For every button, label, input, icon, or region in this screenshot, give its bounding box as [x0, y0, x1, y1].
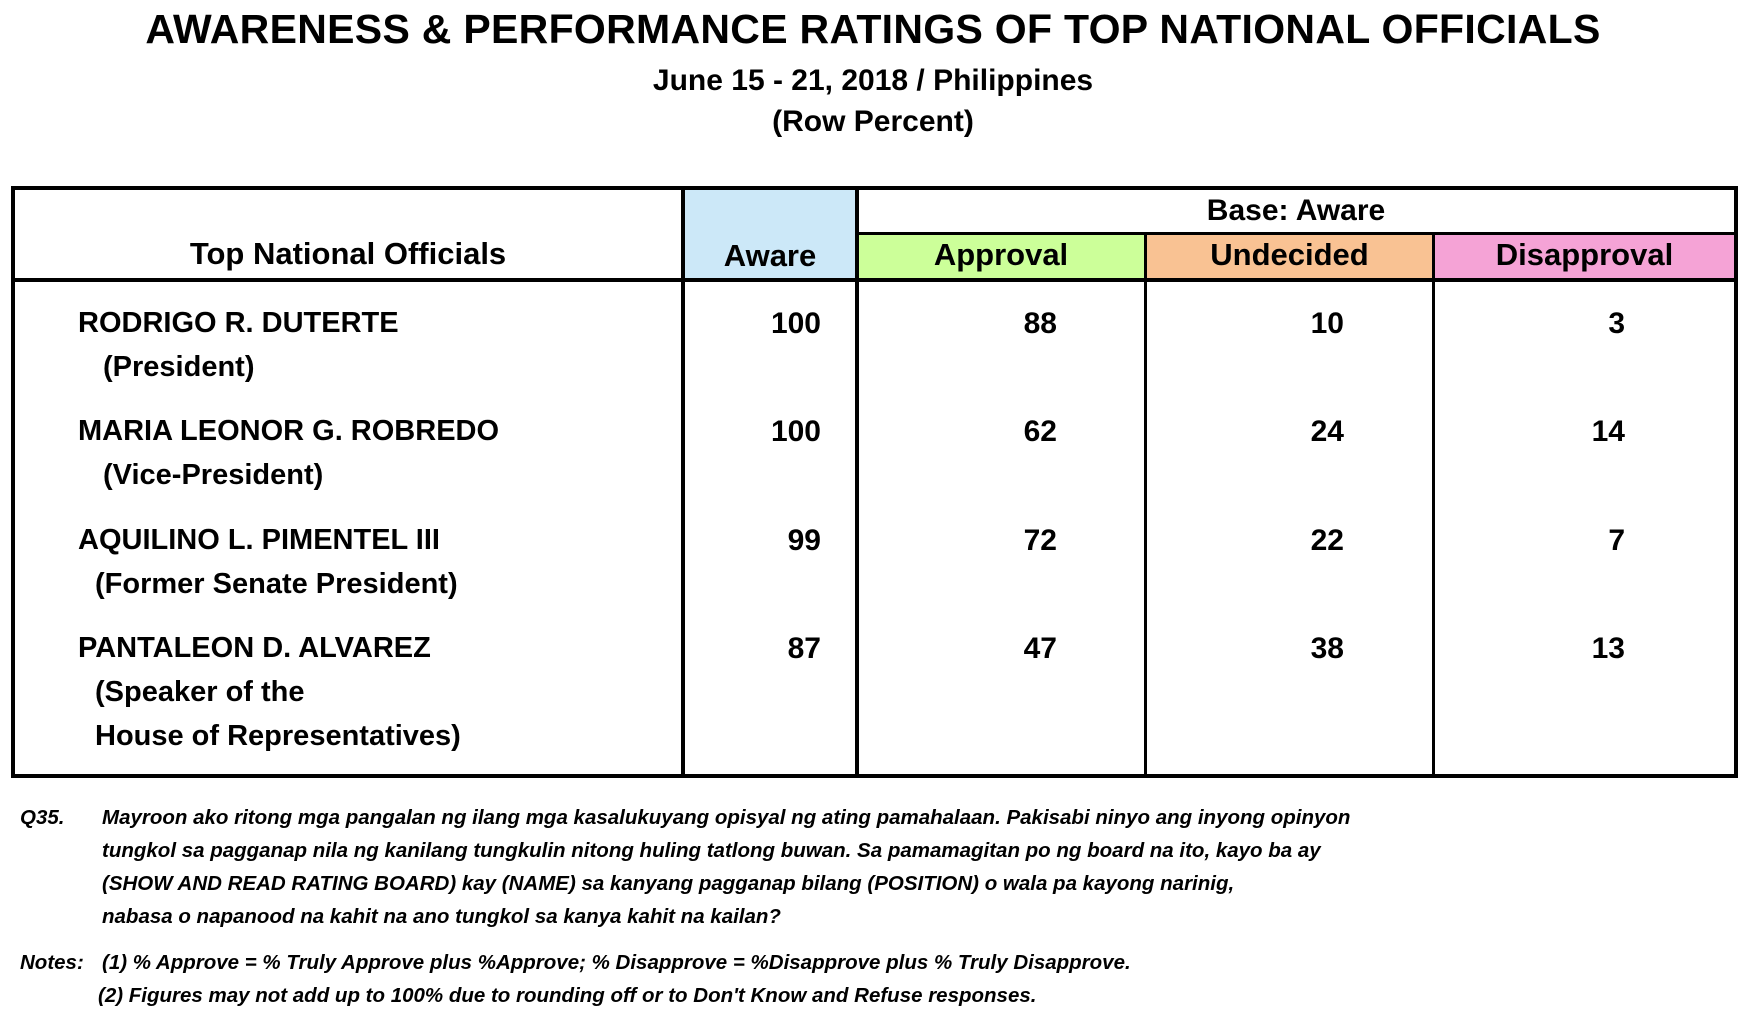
- disapproval-header-bg: [1435, 235, 1734, 278]
- official-name: RODRIGO R. DUTERTE: [78, 307, 399, 339]
- divider: [858, 232, 1734, 235]
- approval-value: 88: [1023, 307, 1057, 340]
- disapproval-value: 3: [1608, 307, 1625, 340]
- undecided-header-bg: [1147, 235, 1432, 278]
- disapproval-value: 13: [1591, 632, 1625, 665]
- disapproval-value: 14: [1591, 415, 1625, 448]
- unit-label: (Row Percent): [772, 105, 974, 138]
- undecided-column-header: Undecided: [1210, 237, 1369, 272]
- approval-value: 62: [1023, 415, 1057, 448]
- approval-value: 72: [1023, 524, 1057, 557]
- official-name: AQUILINO L. PIMENTEL III: [78, 524, 440, 556]
- question-text-line: (SHOW AND READ RATING BOARD) kay (NAME) …: [102, 872, 1235, 895]
- question-text-line: Mayroon ako ritong mga pangalan ng ilang…: [102, 806, 1351, 829]
- divider: [855, 190, 859, 774]
- survey-date: June 15 - 21, 2018 / Philippines: [652, 64, 1094, 97]
- undecided-value: 10: [1310, 307, 1344, 340]
- official-name: PANTALEON D. ALVAREZ: [78, 632, 431, 664]
- note-line: (2) Figures may not add up to 100% due t…: [98, 984, 1037, 1007]
- aware-value: 100: [770, 307, 821, 340]
- approval-column-header: Approval: [933, 237, 1069, 272]
- question-text-line: tungkol sa pagganap nila ng kanilang tun…: [102, 839, 1321, 862]
- note-line: (1) % Approve = % Truly Approve plus %Ap…: [102, 951, 1131, 974]
- disapproval-column-header: Disapproval: [1495, 237, 1674, 272]
- approval-header-bg: [858, 235, 1144, 278]
- approval-value: 47: [1023, 632, 1057, 665]
- aware-value: 100: [770, 415, 821, 448]
- question-label: Q35.: [20, 806, 65, 829]
- notes-label: Notes:: [20, 951, 84, 974]
- disapproval-value: 7: [1608, 524, 1625, 557]
- divider: [1432, 233, 1435, 774]
- official-name: MARIA LEONOR G. ROBREDO: [78, 415, 500, 447]
- aware-header-bg: [685, 190, 855, 278]
- official-position: House of Representatives): [95, 720, 461, 752]
- divider: [1144, 233, 1147, 774]
- officials-column-header: Top National Officials: [189, 236, 507, 271]
- aware-value: 99: [787, 524, 821, 557]
- official-position: (Vice-President): [103, 459, 324, 491]
- official-position: (Speaker of the: [95, 676, 305, 708]
- page-title: AWARENESS & PERFORMANCE RATINGS OF TOP N…: [145, 6, 1601, 52]
- official-position: (Former Senate President): [95, 568, 458, 600]
- undecided-value: 22: [1310, 524, 1344, 557]
- aware-column-header: Aware: [723, 238, 817, 273]
- undecided-value: 38: [1310, 632, 1344, 665]
- aware-value: 87: [787, 632, 821, 665]
- undecided-value: 24: [1310, 415, 1344, 448]
- base-aware-group-header: Base: Aware: [1206, 194, 1386, 227]
- divider: [681, 190, 685, 774]
- ratings-table: Top National Officials Aware Base: Aware…: [11, 186, 1738, 778]
- question-text-line: nabasa o napanood na kahit na ano tungko…: [102, 905, 781, 928]
- divider: [15, 278, 1734, 282]
- official-position: (President): [103, 351, 255, 383]
